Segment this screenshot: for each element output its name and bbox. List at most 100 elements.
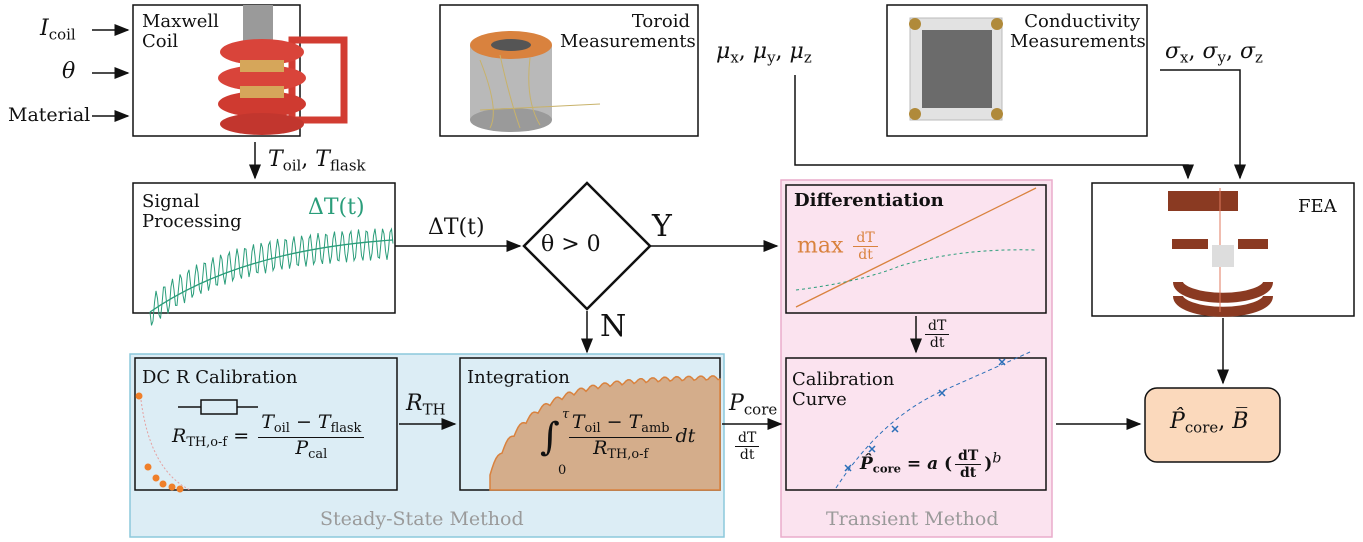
subscript: core — [873, 462, 901, 476]
arrow — [1160, 70, 1240, 178]
edge-label: dTdt — [922, 318, 952, 351]
subscript: oil — [283, 156, 302, 174]
subscript: oil — [585, 421, 601, 436]
eq-op: = — [233, 425, 249, 447]
input-current: Icoil — [40, 17, 76, 43]
lower-limit: 0 — [558, 464, 566, 478]
text: , — [1226, 39, 1240, 64]
denominator: dt — [740, 447, 755, 463]
slope-fraction: dTdt — [850, 234, 880, 259]
text: Curve — [792, 389, 847, 410]
text: − — [601, 411, 629, 433]
sample-illustration — [909, 18, 1003, 120]
text: Conductivity — [1024, 11, 1140, 32]
fraction: dTdt — [925, 318, 949, 351]
subscript: cal — [308, 447, 327, 462]
text: Measurements — [560, 31, 696, 52]
math-symbol: RTH — [406, 391, 446, 416]
symbol: σ — [1202, 39, 1217, 64]
math-symbol: Tamb — [629, 411, 670, 433]
math-symbol: Toil — [572, 411, 601, 433]
edge-label: μx, μy, μz — [716, 40, 812, 66]
denominator: dt — [960, 465, 976, 481]
input-material: Material — [8, 105, 90, 126]
symbol: T — [572, 411, 585, 433]
group: σx, σy, σz — [1165, 39, 1263, 64]
subscript: flask — [331, 421, 362, 436]
symbol: T — [261, 411, 274, 433]
math-symbol: σz — [1240, 39, 1263, 64]
group: Toil − Tamb — [572, 411, 670, 433]
paren: ( — [944, 454, 952, 474]
text: − — [290, 411, 318, 433]
subscript: coil — [49, 25, 76, 43]
subscript: y — [767, 48, 775, 66]
node-title: DC R Calibration — [142, 368, 298, 388]
numerator: dT — [955, 448, 981, 465]
page: Core loss measurement workflow html, bod… — [0, 0, 1363, 542]
symbol: P — [729, 391, 744, 416]
input-angle: θ — [62, 60, 75, 84]
eq-op: = — [901, 454, 927, 474]
integral-sign: ∫ — [540, 414, 560, 458]
group-label: Transient Method — [826, 509, 998, 530]
math-symbol: μz — [790, 39, 812, 64]
node-title: Integration — [467, 368, 570, 388]
text: Calibration — [792, 369, 894, 390]
decision-condition: θ > 0 — [541, 233, 601, 257]
slope-fraction: dTdt — [952, 454, 984, 474]
text: , — [301, 147, 315, 172]
math-symbol: σy — [1202, 39, 1225, 64]
differential: dt — [675, 425, 695, 447]
exponent: b — [992, 450, 1001, 466]
output-power: P̂core — [1170, 409, 1218, 434]
annotation-text: max — [797, 234, 843, 259]
text: , — [1188, 39, 1202, 64]
symbol: T — [268, 147, 283, 172]
text: Toroid — [632, 11, 690, 32]
subscript: TH — [423, 400, 446, 418]
math-symbol: μx — [716, 39, 739, 64]
text: , — [739, 39, 753, 64]
math-symbol: Tflask — [315, 147, 365, 172]
math-symbol: RTH,o-f — [593, 437, 648, 459]
edge-label: ΔT(t) — [428, 216, 485, 240]
edge-label: RTH — [406, 392, 446, 418]
group: ConductivityMeasurements — [1010, 11, 1146, 52]
curve-label: ΔT(t) — [308, 196, 365, 220]
eq-lhs: RTH,o-f — [172, 425, 227, 447]
numerator: Toil − Tflask — [258, 412, 364, 438]
edge-label: Toil, Tflask — [268, 148, 366, 174]
symbol: P̂ — [860, 454, 873, 474]
math-symbol: μy — [753, 39, 776, 64]
symbol: R — [593, 437, 607, 459]
text: Maxwell — [142, 11, 219, 32]
math-symbol: Toil — [261, 411, 290, 433]
numerator: dT — [925, 318, 949, 335]
numerator: Toil − Tamb — [569, 412, 673, 438]
node-title: FEA — [1298, 197, 1337, 217]
coefficient: a — [927, 454, 938, 474]
math-symbol: σx — [1165, 39, 1188, 64]
math-symbol: Pcal — [295, 437, 327, 459]
symbol: I — [40, 16, 49, 41]
math-symbol: Pcore — [729, 391, 777, 416]
upper-limit: τ — [562, 408, 569, 422]
subscript: core — [1185, 418, 1218, 436]
edge-label: Pcore — [729, 392, 777, 418]
symbol: R — [406, 391, 423, 416]
symbol: P̂ — [1170, 409, 1185, 434]
denominator: dt — [858, 247, 873, 263]
math-symbol: Toil — [268, 147, 301, 172]
text: Signal — [142, 191, 200, 212]
